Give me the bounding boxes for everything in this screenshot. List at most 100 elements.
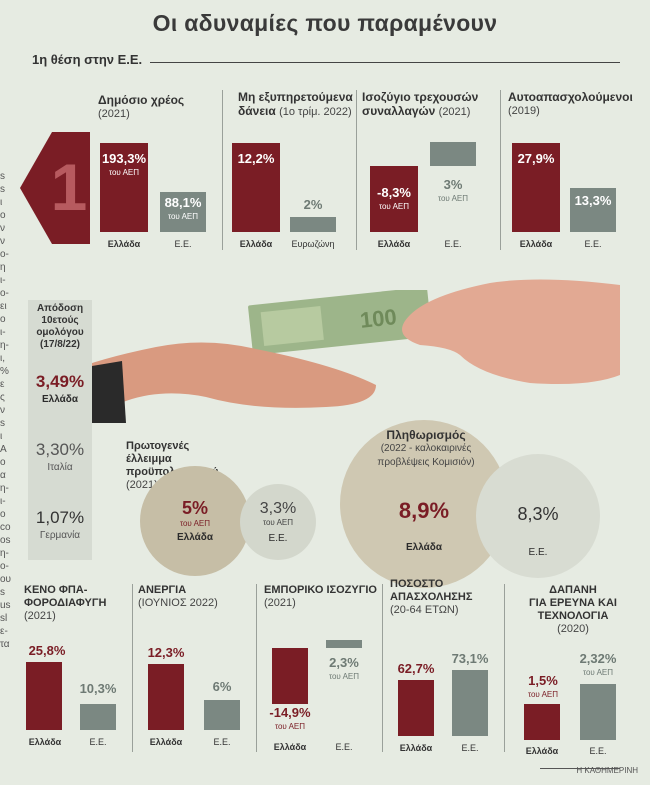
- rnd-spending-title: ΔΑΠΑΝΗ ΓΙΑ ΕΡΕΥΝΑ ΚΑΙ ΤΕΧΝΟΛΟΓΙΑ (2020): [529, 584, 617, 635]
- banknote-icon: 100: [248, 290, 432, 356]
- se-period: (2019): [508, 105, 540, 117]
- self-employed-panel-title: Αυτοαπασχολούμενοι (2019): [508, 90, 633, 118]
- npl-period: (1ο τρίμ. 2022): [279, 106, 352, 118]
- label-debt-greece: 193,3% του ΑΕΠ: [101, 151, 147, 178]
- cat-debt-greece: Ελλάδα: [107, 239, 141, 249]
- bond-italy-country: Ιταλία: [47, 462, 73, 473]
- page-title: Οι αδυναμίες που παραμένουν: [152, 10, 498, 36]
- label-npl-greece: 12,2%: [237, 151, 275, 166]
- bond-title: Απόδοση 10ετούς ομολόγου (17/8/22): [36, 303, 84, 350]
- trade-balance-title: ΕΜΠΟΡΙΚΟ ΙΣΟΖΥΓΙΟ (2021): [264, 584, 377, 609]
- debt-title: Δημόσιο χρέος: [98, 93, 185, 107]
- ranking-arrow-icon: 1: [20, 132, 90, 244]
- divider: [256, 584, 257, 752]
- cat-rnd-eu: Ε.Ε.: [589, 746, 607, 756]
- divider: [222, 90, 223, 250]
- debt-period: (2021): [98, 108, 130, 120]
- bar-debt-eu: [160, 192, 206, 232]
- debt-panel-title: Δημόσιο χρέος (2021): [98, 93, 184, 121]
- bond-germany-value: 1,07%: [35, 508, 85, 527]
- cat-npl-eurozone: Ευρωζώνη: [291, 239, 335, 249]
- label-rnd-greece: 1,5% του ΑΕΠ: [527, 673, 559, 700]
- bond-panel: [28, 300, 92, 560]
- cat-emp-eu: Ε.Ε.: [461, 743, 479, 753]
- arrow-chevron-shape: [20, 132, 90, 244]
- ca-title: Ισοζύγιο τρεχουσών: [362, 90, 479, 104]
- employment-rate-title: ΠΟΣΟΣΤΟ ΑΠΑΣΧΟΛΗΣΗΣ (20-64 ΕΤΩΝ): [390, 578, 473, 616]
- label-unemp-greece: 12,3%: [147, 645, 185, 660]
- section-subtitle: 1η θέση στην Ε.Ε.: [32, 52, 143, 67]
- bar-rnd-greece: [524, 704, 560, 740]
- svg-text:100: 100: [359, 304, 398, 333]
- bar-se-eu: [570, 188, 616, 232]
- bar-rnd-eu: [580, 684, 616, 740]
- cat-unemp-greece: Ελλάδα: [149, 737, 183, 747]
- cat-trade-greece: Ελλάδα: [273, 742, 307, 752]
- cat-vat-eu: Ε.Ε.: [89, 737, 107, 747]
- vat-gap-title: ΚΕΝΟ ΦΠΑ- ΦΟΡΟΔΙΑΦΥΓΗ (2021): [24, 584, 107, 622]
- label-ca-eu: 3% του ΑΕΠ: [437, 177, 469, 204]
- bubble-deficit-greece: [140, 466, 250, 576]
- divider: [132, 584, 133, 752]
- bar-unemp-eu: [204, 700, 240, 730]
- cat-trade-eu: Ε.Ε.: [335, 742, 353, 752]
- cat-vat-greece: Ελλάδα: [28, 737, 62, 747]
- bar-ca-greece: [370, 166, 418, 232]
- ca-title-2: συναλλαγών: [362, 104, 436, 118]
- divider: [504, 584, 505, 752]
- bar-npl-eurozone: [290, 217, 336, 232]
- inflation-greece-label: 8,9% Ελλάδα: [398, 498, 450, 553]
- npl-title: Μη εξυπηρετούμενα: [238, 90, 353, 104]
- label-ca-greece: -8,3% του ΑΕΠ: [377, 185, 411, 212]
- bar-vat-greece: [26, 662, 62, 730]
- label-unemp-eu: 6%: [212, 679, 232, 694]
- label-rnd-eu: 2,32% του ΑΕΠ: [579, 651, 617, 678]
- label-se-eu: 13,3%: [574, 193, 612, 208]
- npl-title-2: δάνεια: [238, 104, 276, 118]
- bond-germany-country: Γερμανία: [39, 530, 81, 541]
- bar-trade-greece: [272, 648, 308, 704]
- deficit-eu-label: 3,3% του ΑΕΠ Ε.Ε.: [259, 500, 297, 544]
- cat-se-eu: Ε.Ε.: [584, 239, 602, 249]
- se-title: Αυτοαπασχολούμενοι: [508, 90, 633, 104]
- bubble-inflation-eu: [476, 454, 600, 578]
- bar-unemp-greece: [148, 664, 184, 730]
- footer-rule: [540, 768, 620, 769]
- open-hand-icon: [86, 342, 376, 423]
- bar-debt-greece: [100, 143, 148, 232]
- cat-ca-eu: Ε.Ε.: [444, 239, 462, 249]
- bond-italy-value: 3,30%: [35, 440, 85, 459]
- cat-se-greece: Ελλάδα: [519, 239, 553, 249]
- giving-hand-icon: [402, 279, 620, 384]
- label-npl-eurozone: 2%: [303, 197, 323, 212]
- bond-greece-value: 3,49%: [35, 372, 85, 391]
- subtitle-rule: [150, 62, 620, 63]
- adjacent-article-text: s s ι ο ν ν ο- η ι- ο- ει ο ι- η- ι, % ε…: [0, 171, 12, 650]
- label-emp-greece: 62,7%: [397, 661, 435, 676]
- bar-emp-greece: [398, 680, 434, 736]
- ranking-number: 1: [51, 150, 88, 224]
- bar-emp-eu: [452, 670, 488, 736]
- bar-se-greece: [512, 143, 560, 232]
- deficit-greece-label: 5% του ΑΕΠ Ελλάδα: [176, 498, 214, 543]
- cat-rnd-greece: Ελλάδα: [525, 746, 559, 756]
- bar-ca-eu: [430, 142, 476, 166]
- label-trade-eu: 2,3% του ΑΕΠ: [328, 655, 360, 682]
- label-vat-eu: 10,3%: [79, 681, 117, 696]
- label-vat-greece: 25,8%: [28, 643, 66, 658]
- cat-ca-greece: Ελλάδα: [377, 239, 411, 249]
- unemployment-title: ΑΝΕΡΓΙΑ (ΙΟΥΝΙΟΣ 2022): [138, 584, 218, 609]
- inflation-eu-label: 8,3% Ε.Ε.: [517, 504, 559, 558]
- cat-npl-greece: Ελλάδα: [239, 239, 273, 249]
- current-account-panel-title: Ισοζύγιο τρεχουσών συναλλαγών (2021): [362, 90, 478, 119]
- label-emp-eu: 73,1%: [451, 651, 489, 666]
- npl-panel-title: Μη εξυπηρετούμενα δάνεια (1ο τρίμ. 2022): [238, 90, 353, 119]
- bar-vat-eu: [80, 704, 116, 730]
- bond-greece-country: Ελλάδα: [41, 394, 79, 405]
- inflation-title: Πληθωρισμός (2022 - καλοκαιρινές προβλέψ…: [377, 428, 475, 468]
- label-se-greece: 27,9%: [517, 151, 555, 166]
- divider: [356, 90, 357, 250]
- divider: [500, 90, 501, 250]
- ca-period: (2021): [438, 106, 471, 118]
- cat-debt-eu: Ε.Ε.: [174, 239, 192, 249]
